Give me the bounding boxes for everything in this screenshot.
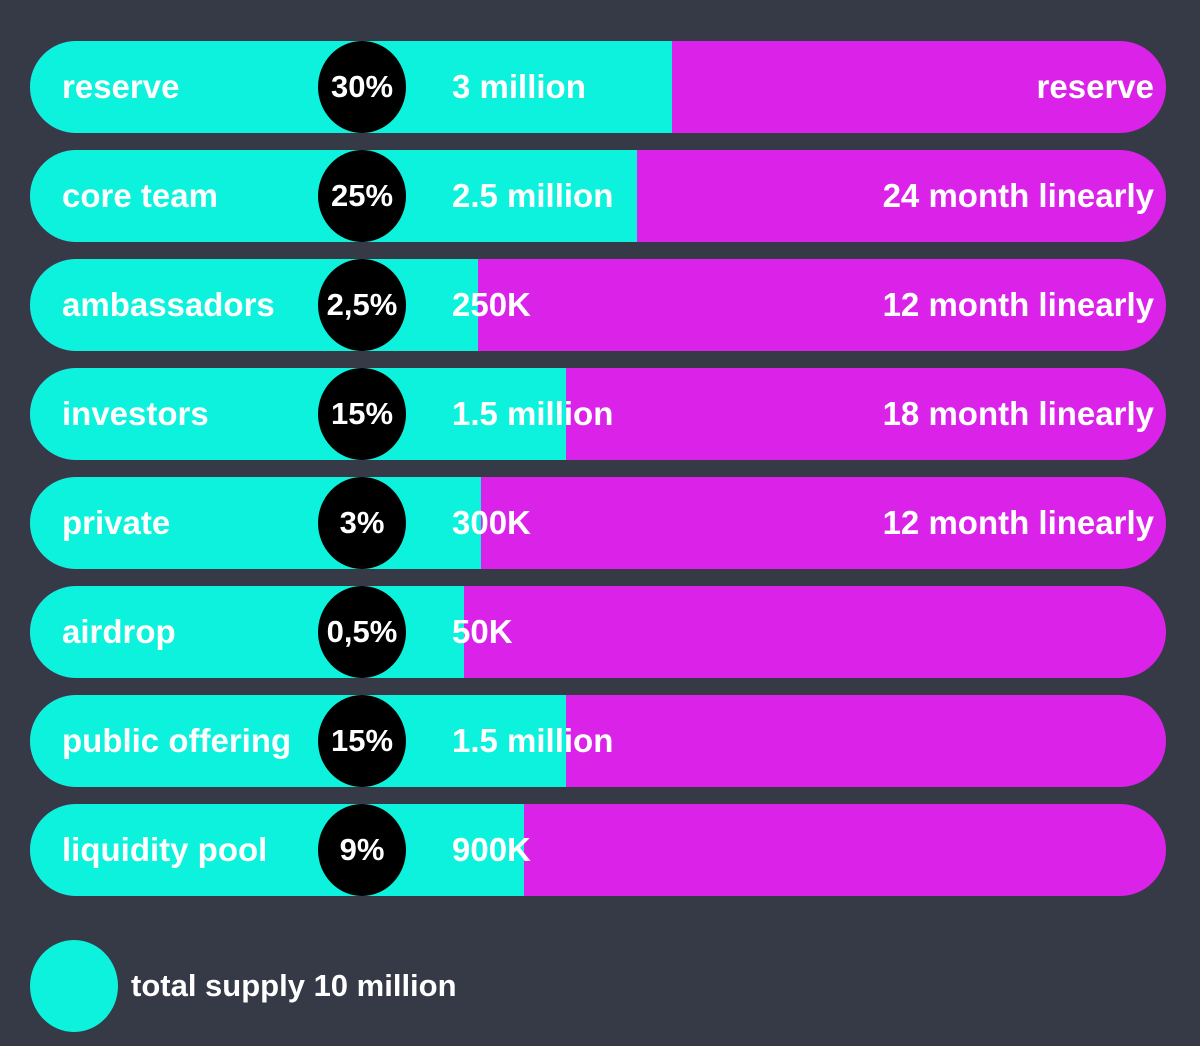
legend-label: total supply 10 million <box>131 968 457 1003</box>
allocation-row: public offering 15% 1.5 million <box>30 695 1166 787</box>
category-label: public offering <box>62 722 292 759</box>
vesting-label: 12 month linearly <box>882 286 1154 323</box>
vesting-label: 24 month linearly <box>882 177 1154 214</box>
legend-swatch-icon <box>30 940 118 1032</box>
percent-badge: 25% <box>318 150 406 242</box>
amount-label: 300K <box>452 504 531 541</box>
category-label: ambassadors <box>62 286 275 323</box>
percent-badge: 9% <box>318 804 406 896</box>
percent-badge: 30% <box>318 41 406 133</box>
amount-label: 1.5 million <box>452 722 614 759</box>
allocation-row: liquidity pool 9% 900K <box>30 804 1166 896</box>
allocation-bar <box>30 804 524 896</box>
percent-badge: 0,5% <box>318 586 406 678</box>
vesting-label: 18 month linearly <box>882 395 1154 432</box>
percent-badge: 2,5% <box>318 259 406 351</box>
percent-badge: 15% <box>318 695 406 787</box>
allocation-row: investors 15% 1.5 million 18 month linearly <box>30 368 1166 460</box>
amount-label: 900K <box>452 831 531 868</box>
allocation-row: private 3% 300K 12 month linearly <box>30 477 1166 569</box>
allocation-bar <box>30 695 566 787</box>
category-label: airdrop <box>62 613 176 650</box>
amount-label: 3 million <box>452 68 586 105</box>
percent-badge: 3% <box>318 477 406 569</box>
amount-label: 1.5 million <box>452 395 614 432</box>
amount-label: 50K <box>452 613 513 650</box>
percent-badge: 15% <box>318 368 406 460</box>
amount-label: 2.5 million <box>452 177 614 214</box>
category-label: liquidity pool <box>62 831 268 868</box>
allocation-row: ambassadors 2,5% 250K 12 month linearly <box>30 259 1166 351</box>
category-label: private <box>62 504 171 541</box>
allocation-row: reserve 30% 3 million reserve <box>30 41 1166 133</box>
category-label: core team <box>62 177 218 214</box>
category-label: investors <box>62 395 209 432</box>
vesting-label: 12 month linearly <box>882 504 1154 541</box>
allocation-bar <box>30 368 566 460</box>
allocation-row: airdrop 0,5% 50K <box>30 586 1166 678</box>
allocation-row: core team 25% 2.5 million 24 month linearly <box>30 150 1166 242</box>
category-label: reserve <box>62 68 180 105</box>
amount-label: 250K <box>452 286 531 323</box>
vesting-label: reserve <box>1036 68 1154 105</box>
